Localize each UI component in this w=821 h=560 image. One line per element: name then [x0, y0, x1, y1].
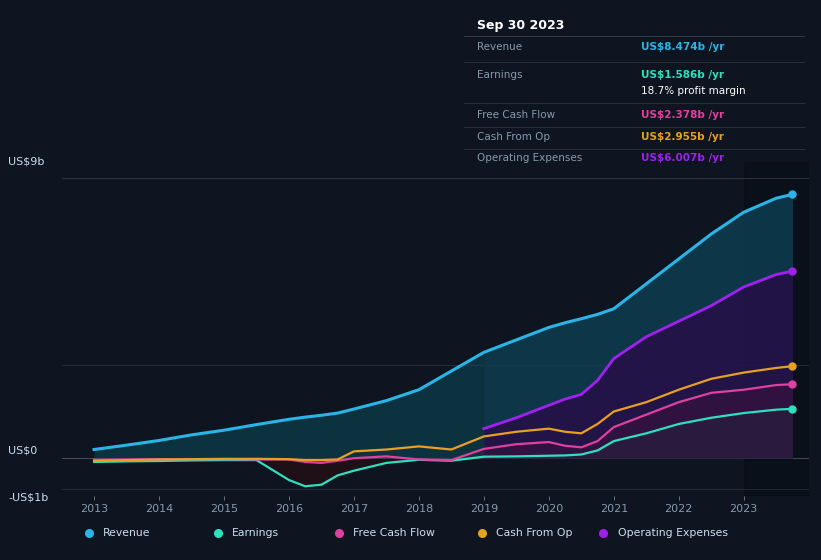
- Text: US$1.586b /yr: US$1.586b /yr: [641, 70, 724, 80]
- Text: Earnings: Earnings: [232, 529, 279, 538]
- Text: Cash From Op: Cash From Op: [496, 529, 573, 538]
- Text: -US$1b: -US$1b: [8, 492, 48, 502]
- Text: Cash From Op: Cash From Op: [478, 132, 551, 142]
- Text: Revenue: Revenue: [103, 529, 151, 538]
- Text: US$9b: US$9b: [8, 157, 44, 167]
- Text: Free Cash Flow: Free Cash Flow: [353, 529, 435, 538]
- Text: Operating Expenses: Operating Expenses: [478, 153, 583, 163]
- Text: Sep 30 2023: Sep 30 2023: [478, 18, 565, 31]
- Text: Free Cash Flow: Free Cash Flow: [478, 110, 556, 120]
- Text: US$2.378b /yr: US$2.378b /yr: [641, 110, 724, 120]
- Text: US$8.474b /yr: US$8.474b /yr: [641, 42, 724, 52]
- Text: US$2.955b /yr: US$2.955b /yr: [641, 132, 724, 142]
- Text: US$6.007b /yr: US$6.007b /yr: [641, 153, 724, 163]
- Text: 18.7% profit margin: 18.7% profit margin: [641, 86, 745, 96]
- Text: Earnings: Earnings: [478, 70, 523, 80]
- Text: US$0: US$0: [8, 445, 38, 455]
- Text: Revenue: Revenue: [478, 42, 523, 52]
- Bar: [744, 162, 821, 496]
- Text: Operating Expenses: Operating Expenses: [617, 529, 727, 538]
